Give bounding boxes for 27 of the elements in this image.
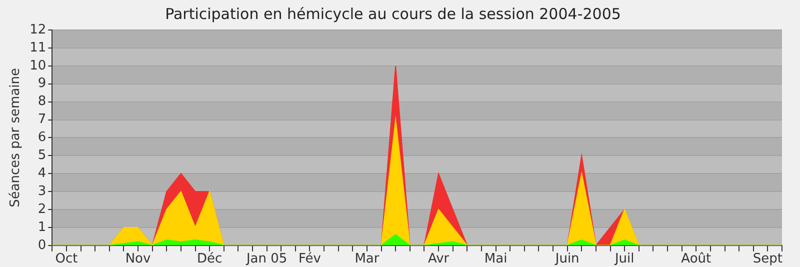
y-tick-label: 4 [38,166,46,181]
y-tick-label: 8 [38,94,46,110]
x-tick-label: Nov [125,252,151,267]
y-tick-label: 5 [38,148,46,164]
y-axis-title: Séances par semaine [8,68,24,208]
y-tick-label: 9 [38,76,46,92]
x-tick-label: Déc [196,252,222,267]
y-tick-label: 11 [30,40,46,56]
x-tick-label: Sept [752,252,782,267]
y-tick-label: 7 [38,112,46,128]
x-tick-label: Août [681,252,712,267]
y-tick-label: 3 [38,184,46,199]
y-tick-label: 6 [38,130,46,146]
x-tick-label: Fév [298,252,322,267]
x-tick-label: Juin [554,252,580,267]
x-tick-label: Avr [428,252,450,267]
y-tick-label: 10 [30,58,46,74]
y-tick-label: 0 [38,238,46,253]
x-tick-label: Mar [354,252,380,267]
x-tick-label: Oct [55,252,78,267]
x-tick-label: Juil [614,252,634,267]
y-tick-label: 12 [30,22,46,38]
chart-title: Participation en hémicycle au cours de la session 2004-2005 [165,4,621,23]
x-tick-label: Jan 05 [245,252,288,267]
y-tick-label: 1 [38,220,46,235]
y-tick-label: 2 [38,202,46,217]
x-tick-label: Mai [484,252,508,267]
